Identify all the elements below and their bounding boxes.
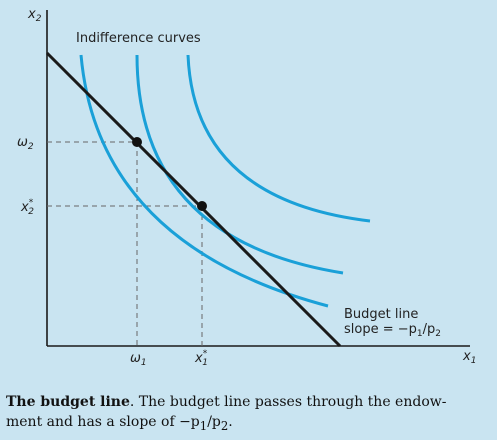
budget-line-slope-label: slope = −p1/p2 — [344, 322, 441, 339]
x1star-tick-label: x* 1 — [194, 349, 208, 368]
x2star-tick-label: x* 2 — [20, 198, 34, 217]
optimal-point — [197, 201, 207, 211]
indifference-curve-3 — [186, 54, 371, 223]
caption-text-2: ment and has a slope of −p — [6, 414, 200, 430]
caption-title: The budget line — [6, 394, 130, 410]
caption-line-1: The budget line. The budget line passes … — [6, 392, 492, 412]
figure-caption: The budget line. The budget line passes … — [6, 392, 492, 436]
y-axis-label: x2 — [27, 7, 42, 24]
caption-line-2: ment and has a slope of −p1/p2. — [6, 412, 492, 436]
caption-sub-2: 2 — [220, 418, 229, 433]
indifference-curves-label: Indifference curves — [76, 31, 201, 46]
budget-line — [45, 51, 342, 348]
caption-slash: /p — [207, 414, 221, 430]
caption-text-1: . The budget line passes through the end… — [129, 394, 447, 410]
omega1-tick-label: ω1 — [130, 351, 147, 368]
indifference-curve-1 — [79, 54, 329, 308]
x-axis-label: x1 — [462, 349, 476, 366]
budget-line-label: Budget line — [344, 307, 418, 322]
endowment-point — [132, 137, 142, 147]
indifference-curve-2 — [135, 54, 344, 275]
omega2-tick-label: ω2 — [17, 135, 34, 152]
caption-end: . — [228, 414, 233, 430]
caption-sub-1: 1 — [199, 418, 208, 433]
